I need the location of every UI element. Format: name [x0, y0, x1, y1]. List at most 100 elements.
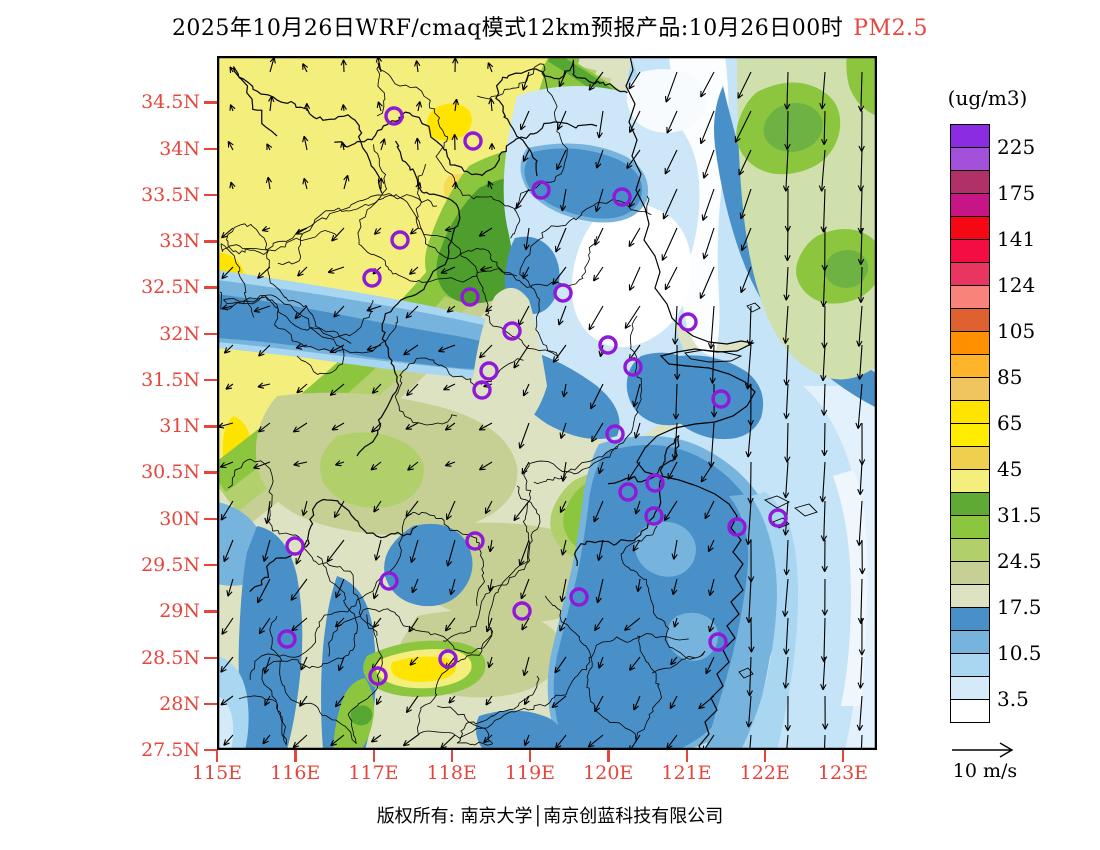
- wind-arrow: [452, 98, 460, 112]
- wind-arrow: [634, 500, 641, 515]
- wind-arrow: [551, 695, 567, 709]
- lon-tick-label: 115E: [191, 762, 243, 784]
- colorbar-boundary-label: 10.5: [997, 641, 1042, 665]
- lat-tick-mark: [204, 610, 217, 613]
- wind-arrow: [666, 110, 678, 134]
- wind-arrow: [327, 266, 345, 274]
- station-marker: [390, 230, 410, 250]
- boundary-line: [495, 59, 628, 177]
- lon-tick-label: 121E: [661, 762, 712, 784]
- wind-arrow: [557, 110, 567, 131]
- wind-arrow: [629, 110, 641, 134]
- wind-arrow: [264, 500, 271, 525]
- lat-tick-label: 29N: [159, 600, 200, 623]
- wind-arrow: [561, 383, 568, 398]
- wind-arrow: [523, 227, 530, 251]
- wind-arrow: [702, 149, 715, 179]
- wind-arrow: [513, 500, 530, 522]
- wind-arrow: [302, 63, 309, 73]
- station-marker: [465, 531, 485, 551]
- wind-arrow: [226, 578, 234, 597]
- wind-arrow: [705, 656, 715, 675]
- wind-arrow: [262, 539, 271, 562]
- boundary-line: [620, 525, 706, 674]
- wind-arrow: [664, 71, 678, 103]
- colorbar-boundary-label: 45: [997, 457, 1023, 481]
- colorbar-cell: [950, 285, 990, 309]
- wind-arrow: [515, 188, 530, 210]
- wind-arrow: [595, 578, 604, 604]
- wind-arrow: [268, 95, 275, 112]
- station-marker: [553, 283, 573, 303]
- lon-tick-mark: [372, 750, 375, 762]
- wind-arrow: [745, 695, 753, 728]
- wind-arrow: [739, 266, 752, 294]
- boundary-line: [442, 445, 618, 642]
- colorbar-cell: [950, 147, 990, 171]
- wind-arrow: [818, 149, 826, 192]
- title-variable: PM2.5: [853, 16, 929, 41]
- wind-arrow: [485, 617, 493, 633]
- map-border: [217, 56, 877, 750]
- station-marker: [612, 187, 632, 207]
- wind-arrow: [329, 344, 345, 354]
- wind-arrow: [300, 656, 308, 671]
- lon-tick-mark: [685, 750, 688, 762]
- colorbar-cell: [950, 492, 990, 516]
- wind-arrow: [596, 110, 604, 139]
- wind-arrow: [479, 265, 493, 272]
- coastline: [625, 56, 818, 750]
- colorbar: [950, 124, 990, 723]
- lat-tick-label: 28N: [159, 692, 200, 715]
- wind-arrow: [334, 617, 345, 628]
- wind-arrow: [518, 422, 530, 449]
- wind-arrow: [513, 344, 530, 369]
- wind-arrow: [784, 422, 791, 463]
- wind-arrow: [700, 71, 715, 98]
- wind-arrow: [296, 383, 308, 394]
- wind-arrow: [373, 500, 382, 513]
- wind-arrow: [671, 422, 678, 461]
- wind-arrow: [409, 656, 419, 666]
- wind-arrow: [331, 422, 345, 431]
- station-marker: [531, 180, 551, 200]
- wind-arrow: [340, 59, 347, 73]
- colorbar-boundary-label: 17.5: [997, 595, 1042, 619]
- wind-arrow: [227, 140, 234, 151]
- boundary-line: [223, 294, 374, 375]
- wind-arrow: [597, 461, 604, 475]
- wind-arrow: [415, 101, 423, 112]
- boundary-line: [415, 163, 558, 357]
- wind-arrow: [405, 500, 419, 518]
- station-marker: [711, 389, 731, 409]
- colorbar-cell: [950, 331, 990, 355]
- wind-arrow: [783, 383, 790, 420]
- colorbar-cell: [950, 561, 990, 585]
- lon-tick-mark: [607, 750, 610, 762]
- colorbar-cell: [950, 308, 990, 332]
- wind-arrow: [329, 383, 345, 396]
- wind-arrow: [820, 656, 827, 691]
- colorbar-boundary-label: 65: [997, 411, 1023, 435]
- boundary-line: [219, 291, 399, 354]
- wind-arrow: [856, 695, 864, 731]
- boundary-line: [573, 435, 680, 567]
- colorbar-cell: [950, 239, 990, 263]
- wind-arrow: [707, 539, 715, 553]
- wind-arrow: [859, 539, 866, 575]
- wind-arrow: [374, 539, 382, 561]
- wind-arrow: [263, 656, 271, 675]
- wind-arrow: [628, 71, 641, 90]
- wind-arrow: [671, 578, 678, 596]
- wind-arrow: [343, 174, 350, 190]
- wind-arrow: [415, 181, 422, 190]
- wind-arrow: [559, 422, 567, 439]
- wind-arrow: [223, 344, 234, 354]
- wind-arrow: [591, 422, 604, 443]
- station-marker: [379, 571, 399, 591]
- wind-arrow: [408, 266, 419, 275]
- wind-arrow: [409, 227, 419, 235]
- colorbar-cell: [950, 124, 990, 148]
- wind-arrow: [627, 461, 641, 481]
